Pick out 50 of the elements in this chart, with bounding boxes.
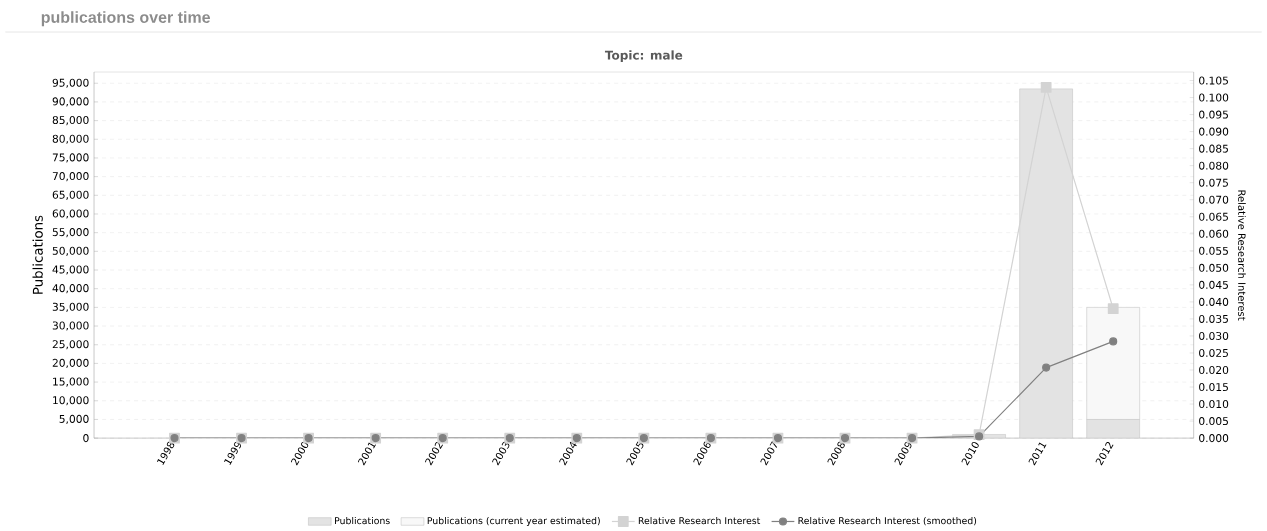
legend-label: Relative Research Interest xyxy=(638,516,761,524)
y-tick-label: 85,000 xyxy=(52,115,89,125)
y-tick-label: 65,000 xyxy=(52,190,89,200)
y2-tick-label: 0.000 xyxy=(1199,433,1229,442)
legend-label: Publications (current year estimated) xyxy=(427,516,600,526)
y-tick-label: 45,000 xyxy=(52,265,89,275)
y-tick-label: 25,000 xyxy=(52,339,89,350)
y-tick-label: 15,000 xyxy=(53,377,89,387)
y-tick-label: 70,000 xyxy=(52,171,89,182)
y2-tick-label: 0.035 xyxy=(1199,314,1228,323)
y-tick-label: 60,000 xyxy=(52,209,89,219)
y2-tick-label: 0.080 xyxy=(1199,161,1229,170)
y-tick-label: 35,000 xyxy=(52,302,89,312)
y2-tick-label: 0.075 xyxy=(1199,178,1228,187)
y2-tick-label: 0.030 xyxy=(1199,331,1229,340)
y-tick-label: 50,000 xyxy=(52,246,89,256)
legend-label: Relative Research Interest (smoothed) xyxy=(798,516,977,526)
y-tick-label: 40,000 xyxy=(52,283,89,294)
y-tick-label: 90,000 xyxy=(52,97,89,107)
y2-tick-label: 0.060 xyxy=(1199,229,1229,238)
y2-tick-label: 0.090 xyxy=(1199,127,1229,136)
y2-tick-label: 0.005 xyxy=(1199,416,1228,425)
y-tick-label: 95,000 xyxy=(52,78,89,88)
y2-axis-title: Relative Research Interest xyxy=(1238,190,1246,321)
y2-tick-label: 0.055 xyxy=(1199,246,1228,255)
y2-tick-label: 0.015 xyxy=(1199,382,1228,391)
chart-subtitle: Topic: male xyxy=(604,50,683,62)
y-tick-label: 0 xyxy=(83,433,89,442)
y2-tick-label: 0.025 xyxy=(1199,348,1228,357)
y2-tick-label: 0.095 xyxy=(1199,110,1228,119)
y-tick-label: 10,000 xyxy=(53,396,89,406)
y-tick-label: 30,000 xyxy=(52,321,89,331)
y2-tick-label: 0.050 xyxy=(1199,263,1229,272)
chart-title: publications over time xyxy=(41,11,211,26)
legend-label: Publications xyxy=(335,516,390,524)
y-tick-label: 75,000 xyxy=(52,153,89,163)
y2-tick-label: 0.020 xyxy=(1199,365,1229,374)
y-tick-label: 80,000 xyxy=(52,134,89,144)
y-tick-label: 55,000 xyxy=(52,227,89,238)
y2-tick-label: 0.085 xyxy=(1199,144,1228,153)
y2-tick-label: 0.040 xyxy=(1199,297,1229,306)
y2-tick-label: 0.100 xyxy=(1199,93,1229,102)
y-tick-label: 5,000 xyxy=(59,414,89,424)
y2-tick-label: 0.045 xyxy=(1199,280,1228,289)
y-axis-title: Publications xyxy=(32,215,43,294)
y-tick-label: 20,000 xyxy=(52,358,89,368)
y2-tick-label: 0.070 xyxy=(1199,195,1229,204)
y2-tick-label: 0.105 xyxy=(1199,76,1228,85)
y2-tick-label: 0.010 xyxy=(1199,399,1229,408)
y2-tick-label: 0.065 xyxy=(1199,212,1228,221)
